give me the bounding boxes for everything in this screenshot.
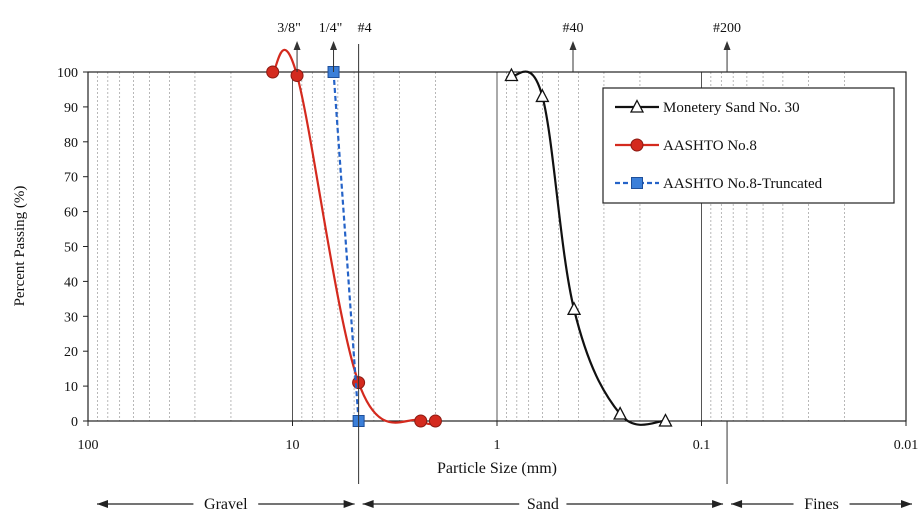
x-axis-title: Particle Size (mm) xyxy=(437,460,557,477)
y-tick-label: 10 xyxy=(64,380,78,395)
legend-marker xyxy=(631,177,643,189)
legend-entry: Monetery Sand No. 30 xyxy=(615,99,800,116)
region-label: Fines xyxy=(804,496,839,513)
sieve-label: 1/4" xyxy=(319,21,343,36)
y-tick-label: 60 xyxy=(64,206,78,221)
data-point xyxy=(613,406,628,420)
legend-entry: AASHTO No.8 xyxy=(615,138,757,154)
series-layer xyxy=(266,48,673,428)
sieve-label: #4 xyxy=(358,21,372,36)
sieve-arrow-head xyxy=(330,41,338,50)
data-point xyxy=(428,414,442,428)
legend-marker xyxy=(629,99,645,113)
data-point xyxy=(414,414,428,428)
x-tick-label: 0.01 xyxy=(894,438,919,453)
data-point xyxy=(658,413,673,427)
region-arrow-head xyxy=(712,500,724,508)
series-group xyxy=(504,67,673,427)
region-layer: Gravel Sand Fines xyxy=(97,492,912,514)
y-tick-label: 40 xyxy=(64,275,78,290)
x-tick-label: 0.1 xyxy=(693,438,711,453)
axes-layer: 0 10 20 30 40 50 60 70 80 90 100 100 10 1 0.1 0.01 xyxy=(57,66,918,453)
data-point xyxy=(535,88,550,103)
series-group xyxy=(266,48,442,428)
sieve-label: 3/8" xyxy=(277,21,301,36)
region-arrow-head xyxy=(343,500,355,508)
y-axis-title: Percent Passing (%) xyxy=(12,186,28,307)
region-indicator: Sand xyxy=(362,492,724,514)
region-label-bg xyxy=(193,492,259,514)
region-indicator: Gravel xyxy=(97,492,355,514)
y-tick-label: 30 xyxy=(64,310,78,325)
y-tick-label: 20 xyxy=(64,345,78,360)
legend-entry: AASHTO No.8-Truncated xyxy=(615,176,823,192)
legend-label: Monetery Sand No. 30 xyxy=(663,100,800,116)
x-tick-label: 100 xyxy=(78,438,99,453)
region-label-bg xyxy=(793,492,850,514)
data-point xyxy=(566,301,582,315)
legend-label: AASHTO No.8 xyxy=(663,138,757,154)
sieve-label: #200 xyxy=(713,21,741,36)
data-point xyxy=(266,65,280,79)
data-point xyxy=(504,67,519,82)
sieve-layer: 3/8" 1/4" #4 #40 #200 xyxy=(277,21,741,484)
y-tick-label: 70 xyxy=(64,171,78,186)
legend: Monetery Sand No. 30 AASHTO No.8 AASHTO No… xyxy=(602,87,895,204)
region-arrow-head xyxy=(731,500,743,508)
legend-marker xyxy=(630,138,644,152)
y-tick-label: 0 xyxy=(71,415,78,430)
y-tick-label: 100 xyxy=(57,66,78,81)
region-label: Sand xyxy=(527,496,559,513)
region-arrow-head xyxy=(901,500,912,508)
legend-label: AASHTO No.8-Truncated xyxy=(663,176,823,192)
region-label-bg xyxy=(519,492,567,514)
region-indicator: Fines xyxy=(731,492,912,514)
region-arrow-head xyxy=(362,500,374,508)
sieve-label: #40 xyxy=(562,21,583,36)
series-line xyxy=(332,71,360,422)
sieve-arrow-head xyxy=(569,41,577,50)
sieve-arrow-head xyxy=(293,41,301,50)
region-label: Gravel xyxy=(204,496,248,513)
y-tick-label: 50 xyxy=(64,241,78,256)
sieve-arrow-head xyxy=(723,41,731,50)
x-tick-label: 1 xyxy=(494,438,501,453)
y-tick-label: 80 xyxy=(64,136,78,151)
x-tick-label: 10 xyxy=(286,438,300,453)
region-arrow-head xyxy=(97,500,108,508)
y-tick-label: 90 xyxy=(64,101,78,116)
